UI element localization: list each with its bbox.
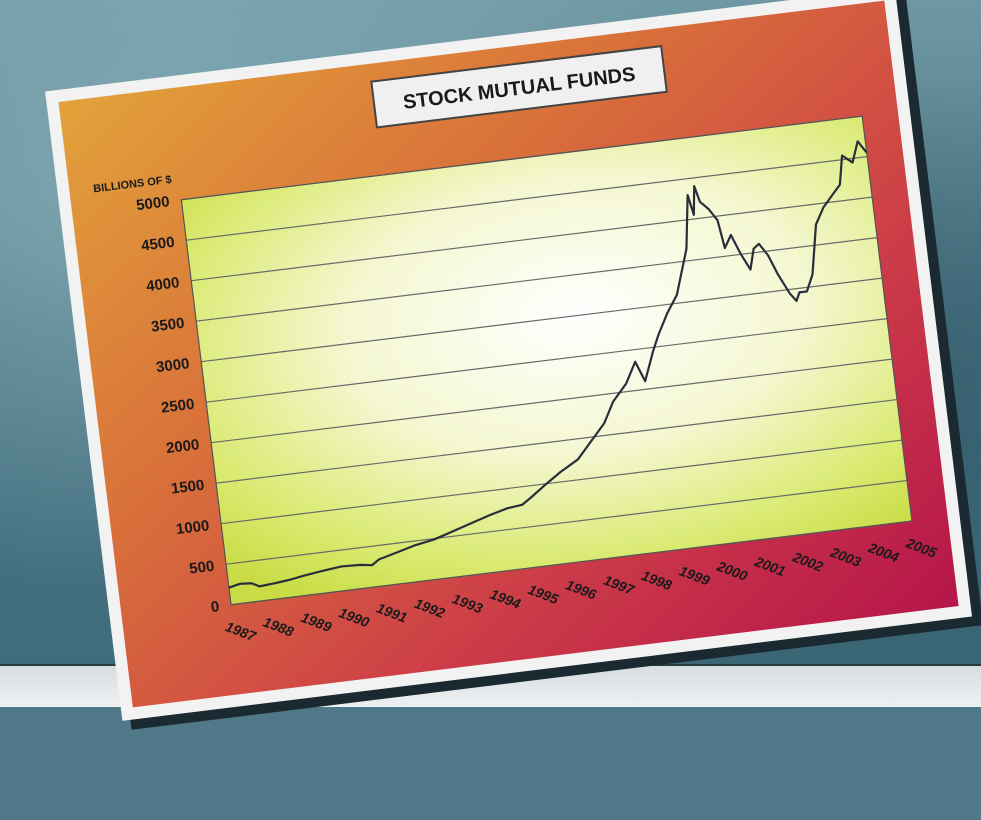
y-tick-label: 1000: [175, 517, 210, 538]
y-tick-labels: 0 500 1000 1500 2000 2500 3000 3500 4000 4500 5000: [135, 193, 220, 616]
plot-border: [180, 115, 913, 606]
y-tick-label: 3000: [155, 355, 190, 376]
gridlines: [180, 115, 913, 606]
gridline-500: [225, 479, 908, 565]
series-group: [228, 140, 868, 589]
gridline-2500: [206, 317, 888, 403]
y-tick-label: 2000: [165, 436, 200, 457]
y-tick-label: 5000: [135, 193, 170, 214]
gridline-1500: [216, 398, 898, 484]
gridline-2000: [211, 358, 893, 444]
gridline-4000: [191, 196, 873, 282]
y-tick-label: 4500: [140, 234, 175, 255]
y-tick-label: 1500: [170, 477, 205, 498]
gridline-3000: [201, 277, 883, 363]
gridline-3500: [196, 237, 878, 322]
y-tick-label: 2500: [160, 396, 195, 417]
y-tick-label: 0: [210, 598, 220, 616]
y-tick-label: 3500: [150, 315, 185, 336]
y-tick-label: 500: [188, 558, 215, 578]
y-tick-label: 4000: [145, 274, 180, 295]
gridline-1000: [221, 439, 903, 525]
chart-title-frame: [370, 44, 668, 129]
gridline-4500: [186, 156, 868, 241]
series-line-0: [228, 140, 868, 589]
